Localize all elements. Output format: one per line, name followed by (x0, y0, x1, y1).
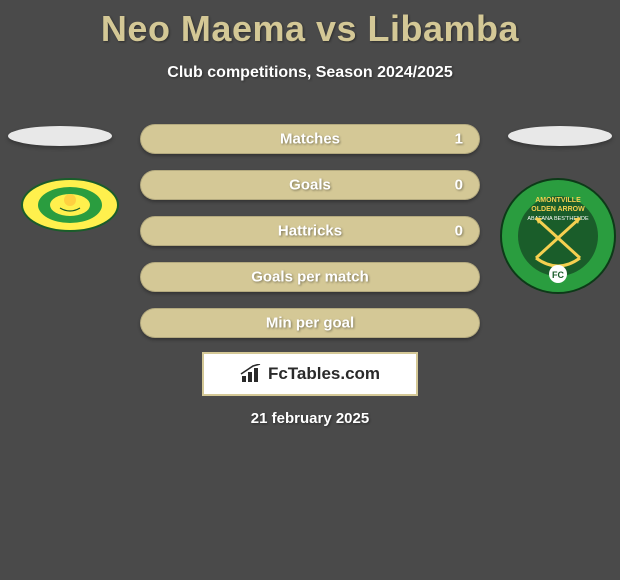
stat-row-hattricks: Hattricks 0 (140, 216, 480, 246)
page-title: Neo Maema vs Libamba (0, 0, 620, 50)
stats-container: Matches 1 Goals 0 Hattricks 0 Goals per … (140, 124, 480, 354)
stat-value: 0 (455, 177, 463, 194)
svg-text:AMONTVILLE: AMONTVILLE (535, 197, 581, 204)
team-crest-right: AMONTVILLE OLDEN ARROW ABAFANA BES'THEND… (500, 178, 620, 294)
stat-label: Hattricks (278, 223, 342, 240)
bar-chart-icon (240, 364, 264, 384)
stat-row-matches: Matches 1 (140, 124, 480, 154)
stat-row-goals: Goals 0 (140, 170, 480, 200)
stat-row-min-per-goal: Min per goal (140, 308, 480, 338)
player-photo-left-placeholder (8, 126, 112, 146)
team-crest-left (20, 178, 120, 232)
subtitle: Club competitions, Season 2024/2025 (0, 64, 620, 82)
player-photo-right-placeholder (508, 126, 612, 146)
stat-row-goals-per-match: Goals per match (140, 262, 480, 292)
stat-value: 1 (455, 131, 463, 148)
logo-label: FcTables.com (268, 364, 380, 384)
fctables-logo: FcTables.com (202, 352, 418, 396)
fctables-logo-text: FcTables.com (240, 364, 380, 384)
stat-value: 0 (455, 223, 463, 240)
date-text: 21 february 2025 (0, 410, 620, 427)
svg-text:OLDEN ARROW: OLDEN ARROW (531, 206, 585, 213)
stat-label: Goals (289, 177, 331, 194)
stat-label: Matches (280, 131, 340, 148)
svg-text:FC: FC (552, 270, 564, 280)
stat-label: Min per goal (266, 315, 354, 332)
stat-label: Goals per match (251, 269, 369, 286)
